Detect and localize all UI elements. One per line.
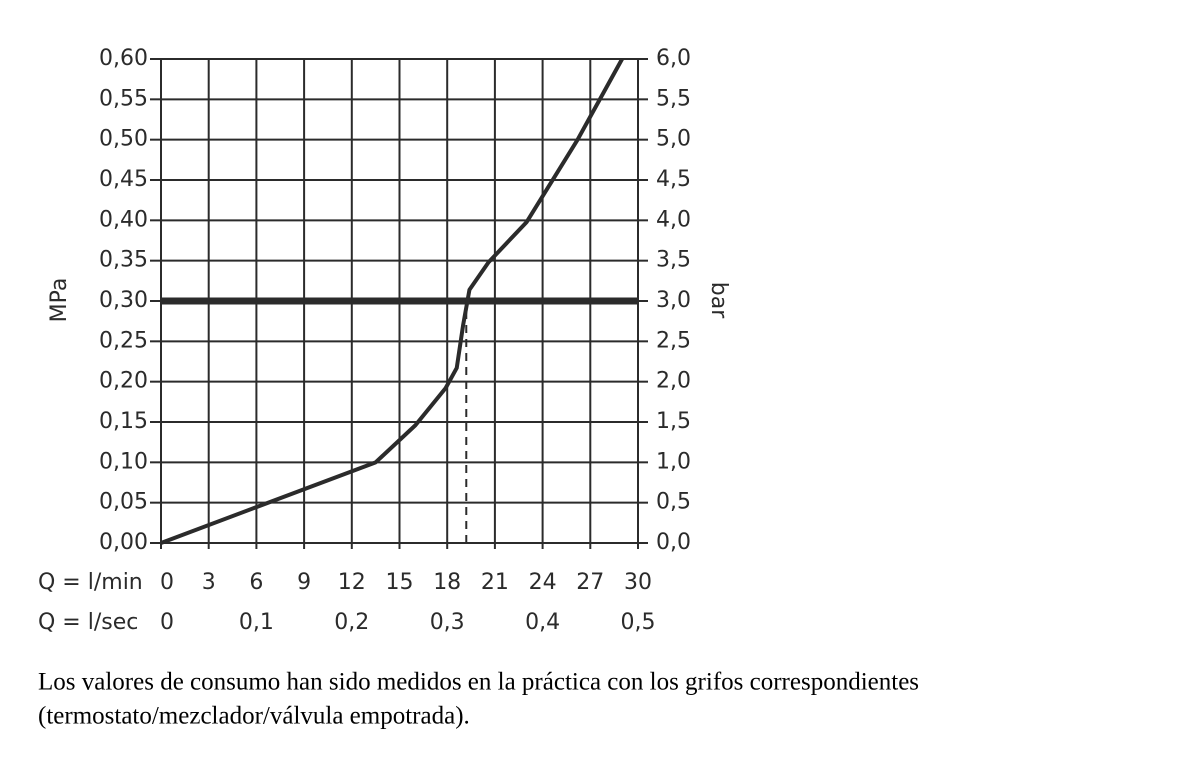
y2-tick-label: 2,5 — [656, 328, 691, 353]
y2-tick-label: 0,0 — [656, 530, 691, 555]
y-tick-label: 0,10 — [99, 449, 148, 474]
y2-tick-label: 1,5 — [656, 409, 691, 434]
y-tick-label: 0,20 — [99, 369, 148, 394]
y-tick-label: 0,05 — [99, 490, 148, 515]
x-tick-label: 18 — [433, 570, 461, 595]
x-tick-label: 21 — [481, 570, 509, 595]
y2-tick-label: 4,5 — [656, 167, 691, 192]
x-tick-label: 27 — [576, 570, 604, 595]
x-tick-label: 9 — [297, 570, 311, 595]
y2-tick-label: 5,5 — [656, 86, 691, 111]
y2-tick-label: 2,0 — [656, 369, 691, 394]
y-tick-label: 0,25 — [99, 328, 148, 353]
caption: Los valores de consumo han sido medidos … — [38, 669, 919, 696]
y-tick-label: 0,55 — [99, 86, 148, 111]
x2-tick-label: 0,5 — [621, 610, 656, 635]
x-tick-label: 15 — [386, 570, 414, 595]
y2-axis-label: bar — [706, 282, 731, 319]
y-tick-label: 0,35 — [99, 248, 148, 273]
caption: (termostato/mezclador/válvula empotrada)… — [38, 703, 470, 730]
x2-axis-label: Q = l/sec — [38, 610, 138, 635]
y-tick-label: 0,50 — [99, 127, 148, 152]
x-tick-label: 30 — [624, 570, 652, 595]
y-tick-label: 0,30 — [99, 288, 148, 313]
x-tick-label: 24 — [529, 570, 557, 595]
x-tick-label: 6 — [249, 570, 263, 595]
x-tick-label: 0 — [160, 570, 174, 595]
y2-tick-label: 3,5 — [656, 248, 691, 273]
y-tick-label: 0,45 — [99, 167, 148, 192]
x2-tick-label: 0,4 — [525, 610, 560, 635]
x2-tick-label: 0,2 — [334, 610, 369, 635]
y-tick-label: 0,15 — [99, 409, 148, 434]
y2-tick-label: 0,5 — [656, 490, 691, 515]
x-tick-label: 3 — [202, 570, 216, 595]
curve — [160, 58, 624, 545]
y-axis-label: MPa — [47, 278, 72, 323]
x2-tick-label: 0,3 — [430, 610, 465, 635]
x-tick-label: 12 — [338, 570, 366, 595]
y-tick-label: 0,00 — [99, 530, 148, 555]
x2-tick-label: 0,1 — [239, 610, 274, 635]
y2-tick-label: 5,0 — [656, 127, 691, 152]
y-tick-label: 0,40 — [99, 207, 148, 232]
y-tick-label: 0,60 — [99, 46, 148, 71]
y2-tick-label: 4,0 — [656, 207, 691, 232]
x2-tick-label: 0 — [160, 610, 174, 635]
y2-tick-label: 3,0 — [656, 288, 691, 313]
y2-tick-label: 1,0 — [656, 449, 691, 474]
y2-tick-label: 6,0 — [656, 46, 691, 71]
x-axis-label: Q = l/min — [38, 570, 143, 595]
